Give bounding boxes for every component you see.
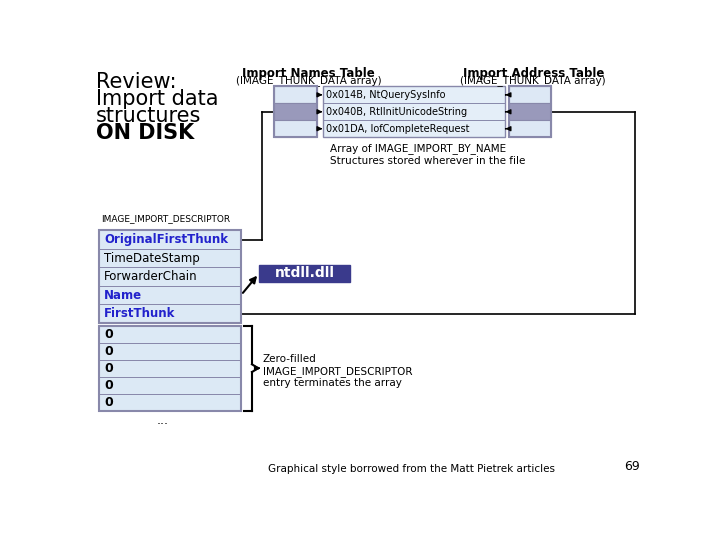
Bar	[99, 343, 241, 360]
Text: 0x014B, NtQuerySysInfo: 0x014B, NtQuerySysInfo	[326, 90, 446, 100]
Bar	[99, 249, 241, 267]
Text: Name: Name	[104, 288, 142, 301]
Bar	[508, 120, 551, 137]
Bar	[274, 86, 317, 103]
Text: Import Address Table: Import Address Table	[463, 67, 604, 80]
Bar	[508, 103, 551, 120]
Text: (IMAGE_THUNK_DATA array): (IMAGE_THUNK_DATA array)	[235, 75, 382, 86]
Bar	[99, 326, 241, 410]
Text: 0: 0	[104, 379, 113, 392]
Bar	[99, 360, 241, 377]
Bar	[99, 286, 241, 304]
Text: 0x040B, RtlInitUnicodeString: 0x040B, RtlInitUnicodeString	[326, 107, 467, 117]
Bar	[99, 231, 241, 249]
Text: Import Names Table: Import Names Table	[242, 67, 375, 80]
Text: ON DISK: ON DISK	[96, 123, 194, 143]
Text: IMAGE_IMPORT_DESCRIPTOR: IMAGE_IMPORT_DESCRIPTOR	[101, 214, 230, 222]
Bar	[99, 326, 241, 343]
Bar	[259, 265, 351, 282]
Text: FirstThunk: FirstThunk	[104, 307, 176, 320]
Text: 0: 0	[104, 328, 113, 341]
Text: Array of IMAGE_IMPORT_BY_NAME
Structures stored wherever in the file: Array of IMAGE_IMPORT_BY_NAME Structures…	[330, 143, 526, 166]
Text: ntdll.dll: ntdll.dll	[274, 266, 335, 280]
Text: 0: 0	[104, 396, 113, 409]
Bar	[99, 267, 241, 286]
Bar	[274, 86, 317, 137]
Bar	[274, 103, 317, 120]
Text: (IMAGE_THUNK_DATA array): (IMAGE_THUNK_DATA array)	[461, 75, 606, 86]
Bar	[99, 394, 241, 410]
Bar	[99, 231, 241, 323]
Text: ...: ...	[156, 414, 168, 427]
Text: ForwarderChain: ForwarderChain	[104, 270, 197, 283]
Bar	[508, 86, 551, 137]
Text: OriginalFirstThunk: OriginalFirstThunk	[104, 233, 228, 246]
Bar	[99, 377, 241, 394]
Text: 0: 0	[104, 362, 113, 375]
Text: Graphical style borrowed from the Matt Pietrek articles: Graphical style borrowed from the Matt P…	[269, 464, 555, 475]
Text: TimeDateStamp: TimeDateStamp	[104, 252, 199, 265]
Bar	[508, 86, 551, 103]
Bar	[274, 120, 317, 137]
Text: Import data: Import data	[96, 90, 219, 110]
Bar	[99, 304, 241, 323]
Text: 0x01DA, IofCompleteRequest: 0x01DA, IofCompleteRequest	[326, 124, 470, 134]
Text: Review:: Review:	[96, 72, 176, 92]
Text: structures: structures	[96, 106, 202, 126]
Text: 0: 0	[104, 345, 113, 357]
Text: Zero-filled
IMAGE_IMPORT_DESCRIPTOR
entry terminates the array: Zero-filled IMAGE_IMPORT_DESCRIPTOR entr…	[263, 354, 413, 388]
Bar	[323, 86, 505, 137]
Text: 69: 69	[624, 460, 640, 473]
